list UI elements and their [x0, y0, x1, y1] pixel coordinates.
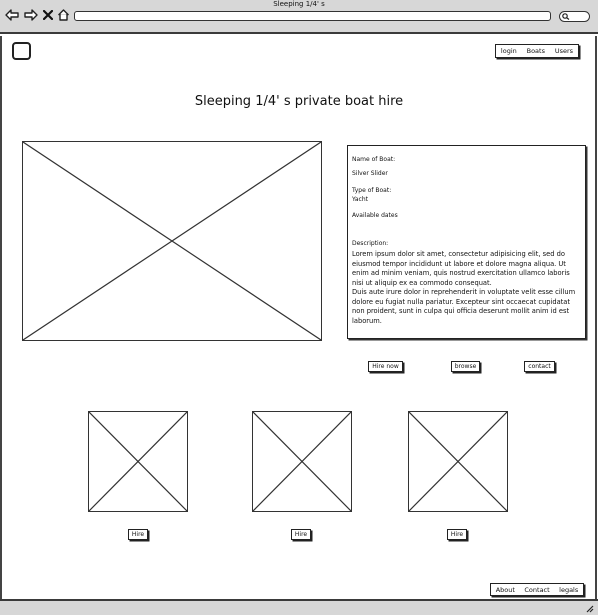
search-input[interactable]: [559, 11, 590, 22]
boat-type-value: Yacht: [352, 196, 368, 203]
boat-details-panel: Name of Boat: Silver Slider Type of Boat…: [347, 145, 586, 339]
logo[interactable]: [12, 42, 31, 60]
hire-button-3[interactable]: Hire: [447, 529, 467, 540]
boat-name-value: Silver Slider: [352, 170, 388, 177]
window-title: Sleeping 1/4' s: [273, 0, 325, 8]
available-dates-label: Available dates: [352, 212, 398, 219]
footer-legals-link[interactable]: legals: [559, 585, 579, 594]
hire-now-button[interactable]: Hire now: [368, 361, 403, 372]
arrow-left-icon[interactable]: [5, 8, 19, 22]
description-label: Description:: [352, 240, 389, 247]
description-text: Lorem ipsum dolor sit amet, consectetur …: [352, 250, 570, 287]
main-boat-image: [22, 141, 322, 341]
footer-about-link[interactable]: About: [495, 585, 515, 594]
footer-nav: About Contact legals: [490, 583, 584, 596]
header-nav: login Boats Users: [495, 44, 579, 58]
close-icon[interactable]: [41, 8, 55, 22]
home-icon[interactable]: [56, 8, 70, 22]
boat-thumbnail-3: [408, 411, 508, 512]
address-bar[interactable]: [74, 11, 551, 21]
search-icon: [562, 13, 570, 20]
contact-button[interactable]: contact: [524, 361, 555, 372]
boat-thumbnail-2: [252, 411, 352, 512]
browse-button[interactable]: browse: [451, 361, 480, 372]
nav-login-link[interactable]: login: [500, 47, 517, 55]
nav-boats-link[interactable]: Boats: [526, 47, 545, 55]
page-title: Sleeping 1/4' s private boat hire: [194, 94, 404, 109]
footer-contact-link[interactable]: Contact: [524, 585, 550, 594]
nav-users-link[interactable]: Users: [554, 47, 574, 55]
boat-type-label: Type of Boat:: [352, 187, 392, 194]
arrow-right-icon[interactable]: [24, 8, 38, 22]
boat-thumbnail-1: [88, 411, 188, 512]
boat-name-label: Name of Boat:: [352, 156, 396, 163]
hire-button-2[interactable]: Hire: [291, 529, 311, 540]
browser-toolbar: Sleeping 1/4' s: [0, 0, 598, 34]
hire-button-1[interactable]: Hire: [128, 529, 148, 540]
status-bar: [0, 599, 598, 615]
resize-grip-icon[interactable]: [584, 603, 594, 613]
description-text-2: Duis aute irure dolor in reprehenderit i…: [352, 288, 576, 325]
